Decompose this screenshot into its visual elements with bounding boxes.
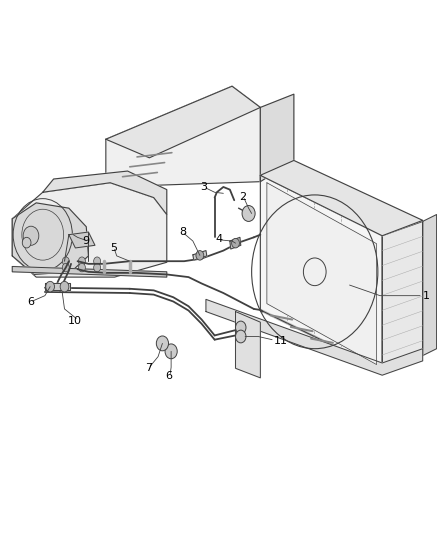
Polygon shape (12, 183, 167, 277)
Text: 11: 11 (274, 336, 288, 346)
Polygon shape (106, 86, 260, 158)
Circle shape (165, 344, 177, 359)
Polygon shape (69, 232, 95, 248)
Polygon shape (260, 175, 382, 370)
Text: 1: 1 (423, 290, 430, 301)
Text: 7: 7 (145, 364, 152, 373)
Circle shape (232, 238, 240, 248)
Text: 4: 4 (215, 234, 223, 244)
Polygon shape (43, 171, 167, 215)
Text: 3: 3 (200, 182, 207, 192)
Circle shape (60, 281, 69, 292)
Text: 10: 10 (67, 316, 81, 326)
Circle shape (22, 237, 31, 248)
Polygon shape (45, 284, 70, 290)
Circle shape (236, 321, 246, 334)
Circle shape (242, 206, 255, 221)
Polygon shape (230, 237, 241, 249)
Polygon shape (236, 312, 260, 378)
Circle shape (156, 336, 169, 351)
Circle shape (23, 226, 39, 245)
Polygon shape (382, 221, 423, 370)
Circle shape (236, 330, 246, 343)
Polygon shape (260, 94, 294, 182)
Text: 6: 6 (28, 297, 35, 307)
Text: 6: 6 (166, 371, 173, 381)
Polygon shape (12, 266, 167, 277)
Polygon shape (193, 251, 207, 260)
Polygon shape (12, 203, 88, 274)
Polygon shape (423, 215, 437, 356)
Polygon shape (260, 160, 423, 236)
Circle shape (78, 263, 85, 272)
Circle shape (62, 263, 69, 272)
Circle shape (46, 281, 54, 292)
Polygon shape (206, 300, 423, 375)
Text: 2: 2 (240, 191, 247, 201)
Polygon shape (267, 183, 377, 365)
Circle shape (94, 263, 101, 272)
Text: 9: 9 (83, 236, 90, 246)
Polygon shape (106, 86, 260, 187)
Circle shape (78, 257, 85, 265)
Text: 5: 5 (110, 243, 117, 253)
Circle shape (94, 257, 101, 265)
Circle shape (196, 251, 204, 260)
Text: 8: 8 (179, 227, 186, 237)
Circle shape (62, 257, 69, 265)
